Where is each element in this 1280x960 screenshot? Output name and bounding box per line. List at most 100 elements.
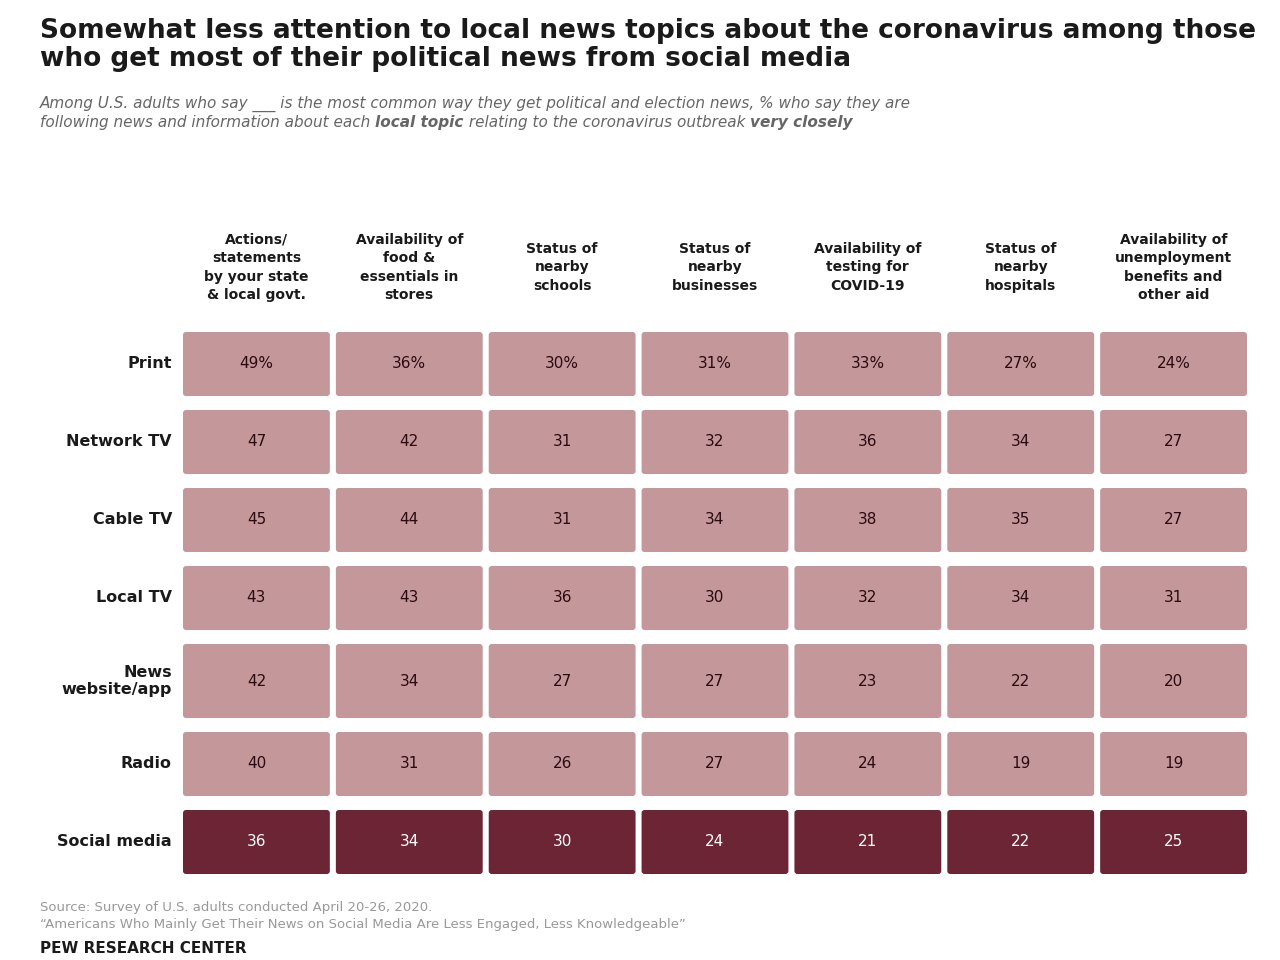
Text: 23: 23 — [858, 674, 878, 688]
Text: Status of
nearby
businesses: Status of nearby businesses — [672, 242, 758, 293]
Text: 49%: 49% — [239, 356, 274, 372]
FancyBboxPatch shape — [947, 410, 1094, 474]
Text: 32: 32 — [705, 435, 724, 449]
FancyBboxPatch shape — [489, 566, 636, 630]
FancyBboxPatch shape — [795, 488, 941, 552]
Text: 31: 31 — [399, 756, 419, 772]
Text: Somewhat less attention to local news topics about the coronavirus among those: Somewhat less attention to local news to… — [40, 18, 1256, 44]
FancyBboxPatch shape — [947, 732, 1094, 796]
Text: 21: 21 — [858, 834, 878, 850]
Text: 31: 31 — [553, 435, 572, 449]
Text: 32: 32 — [858, 590, 878, 606]
FancyBboxPatch shape — [1100, 488, 1247, 552]
Text: 27%: 27% — [1004, 356, 1038, 372]
FancyBboxPatch shape — [183, 488, 330, 552]
Text: 20: 20 — [1164, 674, 1183, 688]
Text: local topic: local topic — [375, 115, 463, 130]
FancyBboxPatch shape — [641, 732, 788, 796]
Text: 38: 38 — [858, 513, 878, 527]
Text: Status of
nearby
hospitals: Status of nearby hospitals — [986, 242, 1056, 293]
FancyBboxPatch shape — [1100, 810, 1247, 874]
Text: 34: 34 — [1011, 435, 1030, 449]
Text: Availability of
testing for
COVID-19: Availability of testing for COVID-19 — [814, 242, 922, 293]
Text: 27: 27 — [1164, 513, 1183, 527]
FancyBboxPatch shape — [641, 332, 788, 396]
FancyBboxPatch shape — [1100, 566, 1247, 630]
FancyBboxPatch shape — [183, 644, 330, 718]
Text: 24: 24 — [705, 834, 724, 850]
Text: 30%: 30% — [545, 356, 579, 372]
Text: 30: 30 — [553, 834, 572, 850]
FancyBboxPatch shape — [1100, 644, 1247, 718]
Text: Local TV: Local TV — [96, 590, 172, 606]
FancyBboxPatch shape — [335, 732, 483, 796]
Text: 45: 45 — [247, 513, 266, 527]
Text: 27: 27 — [705, 756, 724, 772]
Text: 40: 40 — [247, 756, 266, 772]
FancyBboxPatch shape — [489, 410, 636, 474]
Text: 36%: 36% — [392, 356, 426, 372]
FancyBboxPatch shape — [1100, 332, 1247, 396]
Text: Cable TV: Cable TV — [92, 513, 172, 527]
Text: Status of
nearby
schools: Status of nearby schools — [526, 242, 598, 293]
Text: 36: 36 — [553, 590, 572, 606]
FancyBboxPatch shape — [641, 488, 788, 552]
FancyBboxPatch shape — [641, 410, 788, 474]
Text: 19: 19 — [1011, 756, 1030, 772]
Text: Availability of
food &
essentials in
stores: Availability of food & essentials in sto… — [356, 233, 463, 302]
FancyBboxPatch shape — [489, 732, 636, 796]
Text: very closely: very closely — [750, 115, 852, 130]
FancyBboxPatch shape — [947, 332, 1094, 396]
FancyBboxPatch shape — [947, 488, 1094, 552]
FancyBboxPatch shape — [947, 644, 1094, 718]
FancyBboxPatch shape — [489, 810, 636, 874]
FancyBboxPatch shape — [489, 332, 636, 396]
Text: “Americans Who Mainly Get Their News on Social Media Are Less Engaged, Less Know: “Americans Who Mainly Get Their News on … — [40, 918, 686, 931]
Text: 43: 43 — [399, 590, 419, 606]
FancyBboxPatch shape — [795, 810, 941, 874]
Text: 27: 27 — [705, 674, 724, 688]
Text: 44: 44 — [399, 513, 419, 527]
Text: 34: 34 — [399, 674, 419, 688]
FancyBboxPatch shape — [795, 566, 941, 630]
Text: 24%: 24% — [1157, 356, 1190, 372]
Text: 19: 19 — [1164, 756, 1183, 772]
Text: relating to the coronavirus outbreak: relating to the coronavirus outbreak — [463, 115, 750, 130]
Text: 27: 27 — [1164, 435, 1183, 449]
FancyBboxPatch shape — [947, 810, 1094, 874]
Text: who get most of their political news from social media: who get most of their political news fro… — [40, 46, 851, 72]
Text: PEW RESEARCH CENTER: PEW RESEARCH CENTER — [40, 941, 247, 956]
FancyBboxPatch shape — [183, 732, 330, 796]
Text: Network TV: Network TV — [67, 435, 172, 449]
Text: 43: 43 — [247, 590, 266, 606]
Text: 36: 36 — [247, 834, 266, 850]
Text: 34: 34 — [1011, 590, 1030, 606]
Text: Among U.S. adults who say ___ is the most common way they get political and elec: Among U.S. adults who say ___ is the mos… — [40, 96, 911, 112]
Text: 36: 36 — [858, 435, 878, 449]
FancyBboxPatch shape — [335, 488, 483, 552]
Text: 27: 27 — [553, 674, 572, 688]
FancyBboxPatch shape — [335, 566, 483, 630]
Text: 31: 31 — [1164, 590, 1183, 606]
FancyBboxPatch shape — [183, 810, 330, 874]
FancyBboxPatch shape — [795, 644, 941, 718]
Text: 47: 47 — [247, 435, 266, 449]
FancyBboxPatch shape — [947, 566, 1094, 630]
FancyBboxPatch shape — [641, 566, 788, 630]
Text: News
website/app: News website/app — [61, 664, 172, 697]
Text: Availability of
unemployment
benefits and
other aid: Availability of unemployment benefits an… — [1115, 233, 1233, 302]
FancyBboxPatch shape — [641, 644, 788, 718]
Text: following news and information about each: following news and information about eac… — [40, 115, 375, 130]
Text: 31: 31 — [553, 513, 572, 527]
FancyBboxPatch shape — [335, 410, 483, 474]
Text: 30: 30 — [705, 590, 724, 606]
FancyBboxPatch shape — [183, 566, 330, 630]
FancyBboxPatch shape — [335, 332, 483, 396]
Text: 26: 26 — [553, 756, 572, 772]
FancyBboxPatch shape — [335, 644, 483, 718]
FancyBboxPatch shape — [795, 332, 941, 396]
FancyBboxPatch shape — [335, 810, 483, 874]
Text: 24: 24 — [858, 756, 878, 772]
Text: 31%: 31% — [698, 356, 732, 372]
FancyBboxPatch shape — [795, 410, 941, 474]
